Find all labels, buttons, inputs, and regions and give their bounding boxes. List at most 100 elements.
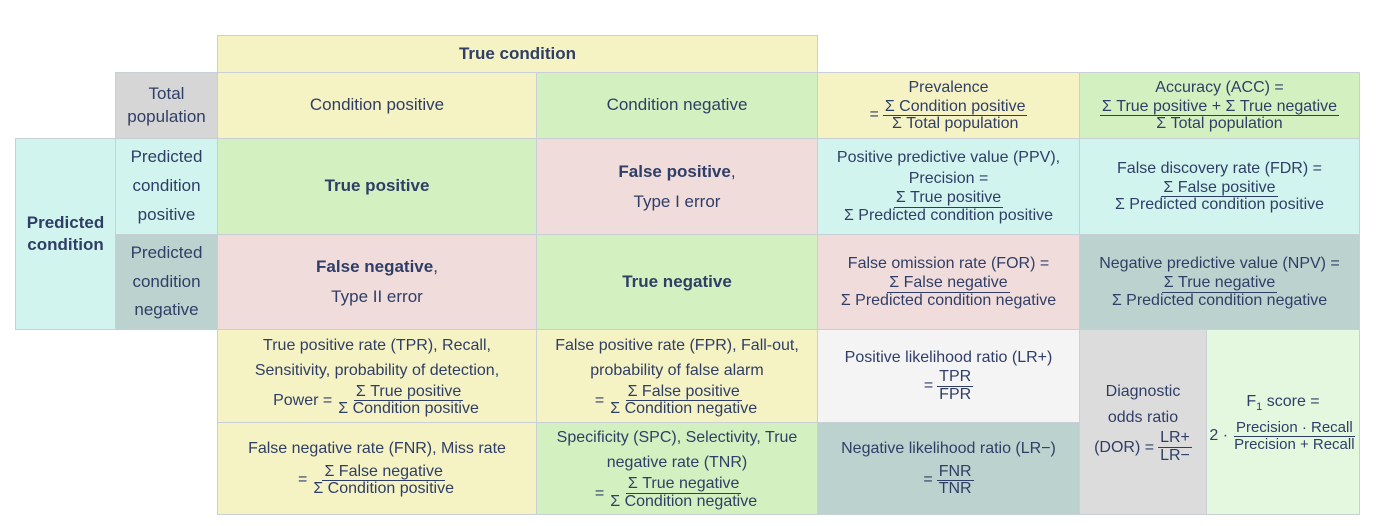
fpr-cell: False positive rate (FPR), Fall-out, pro… bbox=[536, 329, 818, 423]
specificity-equals: = bbox=[594, 484, 605, 502]
npv-denominator: Σ Predicted condition negative bbox=[1111, 291, 1328, 309]
dor-numerator: LR+ bbox=[1158, 429, 1192, 449]
f1-score-label: F1 score = bbox=[1246, 392, 1319, 414]
condition-positive-header: Condition positive bbox=[217, 72, 537, 139]
tpr-fraction: Σ True positive Σ Condition positive bbox=[336, 382, 481, 419]
false-positive-comma: , bbox=[730, 161, 736, 181]
for-label: False omission rate (FOR) = bbox=[847, 255, 1050, 273]
false-positive-label: False positive bbox=[618, 161, 731, 181]
ppv-label: Positive predictive value (PPV), bbox=[836, 149, 1061, 167]
tnr-label: negative rate (TNR) bbox=[606, 454, 748, 472]
fnr-cell: False negative rate (FNR), Miss rate = Σ… bbox=[217, 422, 537, 515]
tpr-numerator: Σ True positive bbox=[353, 382, 464, 402]
lr-negative-label: Negative likelihood ratio (LR−) bbox=[841, 439, 1056, 457]
f1-fraction: Precision · Recall Precision + Recall bbox=[1232, 420, 1356, 453]
fdr-cell: False discovery rate (FDR) = Σ False pos… bbox=[1079, 138, 1360, 235]
accuracy-denominator: Σ Total population bbox=[1156, 115, 1283, 133]
fpr-label: False positive rate (FPR), Fall-out, bbox=[555, 336, 799, 354]
lr-negative-fraction: FNR TNR bbox=[936, 462, 974, 499]
for-cell: False omission rate (FOR) = Σ False nega… bbox=[817, 234, 1080, 330]
tpr-cell: True positive rate (TPR), Recall, Sensit… bbox=[217, 329, 537, 423]
condition-negative-header: Condition negative bbox=[536, 72, 818, 139]
type-ii-error-label: Type II error bbox=[331, 287, 423, 306]
accuracy-numerator: Σ True positive + Σ True negative bbox=[1099, 97, 1340, 117]
true-positive-label: True positive bbox=[324, 176, 430, 196]
f1-score-cell: F1 score = 2 · Precision · Recall Precis… bbox=[1206, 329, 1360, 515]
f1-prefix: 2 · bbox=[1209, 426, 1229, 444]
true-condition-header: True condition bbox=[217, 35, 818, 73]
predicted-condition-header: Predicted condition bbox=[15, 138, 116, 330]
dor-label-line2: odds ratio bbox=[1107, 408, 1179, 426]
fnr-numerator: Σ False negative bbox=[322, 462, 445, 482]
predicted-negative-header: Predicted condition negative bbox=[115, 234, 218, 330]
fnr-denominator: Σ Condition positive bbox=[313, 480, 454, 498]
predicted-condition-label: Predicted condition bbox=[26, 212, 105, 254]
predicted-positive-label: Predicted condition positive bbox=[130, 147, 203, 224]
prevalence-numerator: Σ Condition positive bbox=[882, 97, 1028, 117]
true-positive-cell: True positive bbox=[217, 138, 537, 235]
npv-label: Negative predictive value (NPV) = bbox=[1099, 255, 1340, 273]
lr-positive-numerator: TPR bbox=[937, 368, 974, 387]
dor-denominator: LR− bbox=[1160, 447, 1190, 465]
false-alarm-label: probability of false alarm bbox=[590, 361, 764, 379]
total-population-cell: Total population bbox=[115, 72, 218, 139]
true-negative-cell: True negative bbox=[536, 234, 818, 330]
lr-positive-fraction: TPR FPR bbox=[937, 368, 974, 404]
dor-fraction: LR+ LR− bbox=[1158, 429, 1192, 465]
specificity-cell: Specificity (SPC), Selectivity, True neg… bbox=[536, 422, 818, 515]
ppv-numerator: Σ True positive bbox=[893, 189, 1004, 208]
condition-positive-label: Condition positive bbox=[309, 95, 445, 115]
precision-label: Precision = bbox=[908, 170, 989, 188]
for-denominator: Σ Predicted condition negative bbox=[840, 291, 1057, 309]
lr-positive-label: Positive likelihood ratio (LR+) bbox=[844, 349, 1053, 367]
npv-fraction: Σ True negative Σ Predicted condition ne… bbox=[1110, 274, 1329, 310]
f1-denominator: Precision + Recall bbox=[1234, 435, 1355, 453]
fpr-denominator: Σ Condition negative bbox=[610, 400, 758, 418]
f1-numerator: Precision · Recall bbox=[1233, 418, 1355, 437]
specificity-numerator: Σ True negative bbox=[625, 475, 742, 494]
dor-cell: Diagnostic odds ratio (DOR) = LR+ LR− bbox=[1079, 329, 1207, 515]
false-positive-cell: False positive, Type I error bbox=[536, 138, 818, 235]
ppv-fraction: Σ True positive Σ Predicted condition po… bbox=[842, 189, 1055, 225]
tpr-label: True positive rate (TPR), Recall, bbox=[263, 336, 491, 354]
false-negative-comma: , bbox=[433, 257, 438, 277]
specificity-denominator: Σ Condition negative bbox=[610, 492, 758, 510]
npv-numerator: Σ True negative bbox=[1161, 274, 1278, 293]
prevalence-equals: = bbox=[869, 106, 879, 124]
fdr-fraction: Σ False positive Σ Predicted condition p… bbox=[1113, 178, 1326, 215]
true-negative-label: True negative bbox=[622, 271, 732, 291]
specificity-fraction: Σ True negative Σ Condition negative bbox=[608, 475, 759, 511]
specificity-label: Specificity (SPC), Selectivity, True bbox=[556, 429, 798, 447]
lr-negative-cell: Negative likelihood ratio (LR−) = FNR TN… bbox=[817, 422, 1080, 515]
prevalence-label: Prevalence bbox=[908, 78, 989, 96]
ppv-denominator: Σ Predicted condition positive bbox=[843, 206, 1054, 224]
lr-negative-numerator: FNR bbox=[936, 462, 974, 482]
for-fraction: Σ False negative Σ Predicted condition n… bbox=[839, 274, 1058, 310]
fpr-fraction: Σ False positive Σ Condition negative bbox=[608, 382, 759, 419]
for-numerator: Σ False negative bbox=[887, 274, 1010, 293]
predicted-negative-label: Predicted condition negative bbox=[130, 242, 203, 320]
fdr-label: False discovery rate (FDR) = bbox=[1117, 159, 1322, 177]
lr-positive-cell: Positive likelihood ratio (LR+) = TPR FP… bbox=[817, 329, 1080, 423]
dor-label-line1: Diagnostic bbox=[1105, 383, 1181, 401]
prevalence-fraction: Σ Condition positive Σ Total population bbox=[882, 97, 1028, 134]
accuracy-label: Accuracy (ACC) = bbox=[1155, 78, 1284, 96]
false-negative-label: False negative bbox=[316, 257, 434, 277]
fnr-fraction: Σ False negative Σ Condition positive bbox=[311, 462, 456, 499]
fdr-numerator: Σ False positive bbox=[1161, 178, 1278, 198]
power-label: Power = bbox=[273, 392, 333, 409]
total-population-label: Total population bbox=[127, 84, 206, 126]
predicted-positive-header: Predicted condition positive bbox=[115, 138, 218, 235]
lr-negative-equals: = bbox=[923, 471, 933, 489]
tpr-denominator: Σ Condition positive bbox=[338, 400, 479, 418]
true-condition-label: True condition bbox=[458, 43, 577, 63]
fnr-label: False negative rate (FNR), Miss rate bbox=[248, 439, 506, 457]
f1-letter: F bbox=[1246, 392, 1257, 410]
lr-positive-denominator: FPR bbox=[939, 385, 972, 403]
dor-prefix: (DOR) = bbox=[1094, 438, 1155, 456]
f1-subscript: 1 bbox=[1256, 400, 1263, 413]
fpr-numerator: Σ False positive bbox=[625, 382, 742, 402]
lr-negative-denominator: TNR bbox=[938, 480, 972, 498]
f1-score-text: score = bbox=[1262, 392, 1320, 410]
accuracy-fraction: Σ True positive + Σ True negative Σ Tota… bbox=[1099, 97, 1340, 134]
